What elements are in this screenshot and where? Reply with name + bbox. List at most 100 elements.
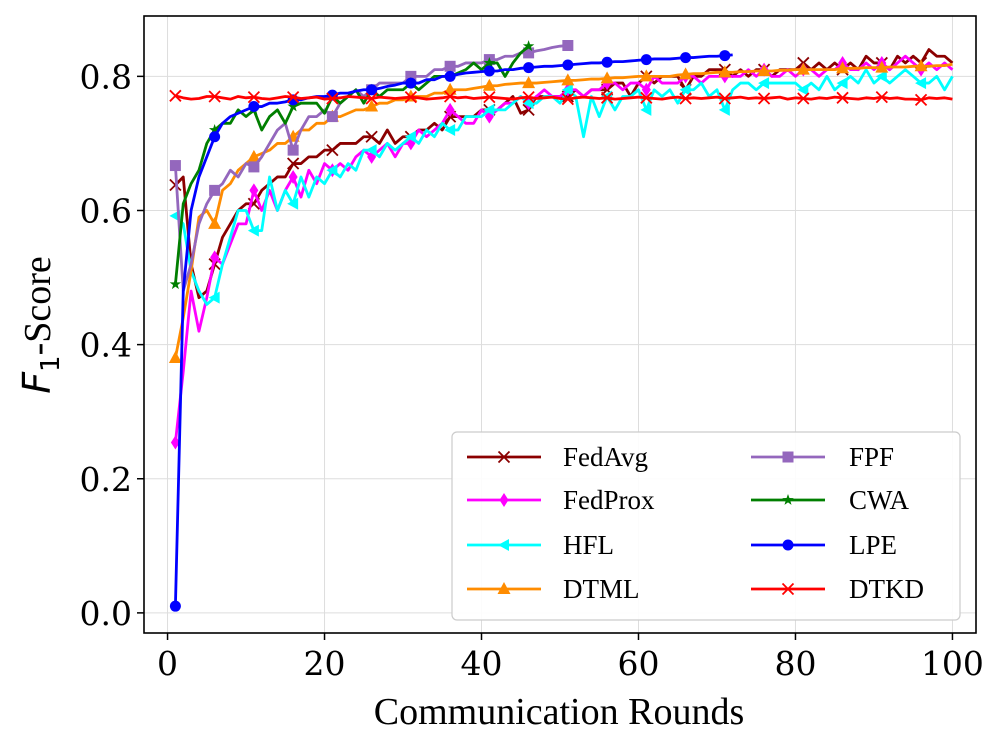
- data-point: [718, 103, 730, 116]
- legend-label: CWA: [849, 485, 910, 515]
- data-point: [365, 99, 379, 112]
- y-tick-label: 0.2: [80, 460, 132, 499]
- legend-label: HFL: [563, 530, 614, 560]
- data-point: [208, 124, 221, 135]
- data-point: [366, 84, 378, 96]
- data-point: [914, 93, 928, 106]
- y-axis-title: F1-Score: [15, 256, 66, 394]
- data-point: [757, 63, 771, 76]
- data-point: [796, 62, 810, 75]
- data-point: [522, 76, 536, 89]
- x-tick-label: 20: [304, 644, 346, 683]
- data-point: [169, 600, 181, 612]
- legend-swatch-marker: [498, 539, 509, 551]
- data-point: [326, 143, 339, 157]
- data-point: [405, 70, 417, 82]
- data-point: [365, 92, 378, 105]
- legend-swatch-marker: [781, 582, 795, 596]
- legend-label: DTKD: [849, 574, 924, 604]
- data-point: [287, 144, 299, 156]
- data-point: [444, 60, 456, 72]
- data-point: [639, 69, 653, 82]
- x-axis-title: Communication Rounds: [374, 691, 745, 733]
- legend-box: [451, 431, 961, 621]
- series-line: [174, 54, 954, 443]
- data-point: [169, 160, 181, 172]
- x-tick-label: 0: [157, 644, 178, 683]
- data-point: [523, 47, 535, 59]
- y-tick-label: 0.0: [80, 594, 132, 633]
- axis-ticks: 0 20 40 60 80 100 0.0 0.2 0.4 0.6 0.8: [80, 57, 984, 683]
- legend-swatch-marker: [782, 539, 794, 551]
- legend-item-dtml: DTML: [467, 574, 640, 604]
- data-point: [757, 92, 771, 105]
- data-point: [168, 351, 182, 364]
- y-axis-title-sub: 1: [36, 355, 66, 372]
- data-point: [287, 100, 299, 112]
- legend-swatch-marker: [782, 494, 794, 505]
- data-point: [915, 77, 927, 90]
- legend-item-fedprox: FedProx: [467, 485, 655, 515]
- data-point: [679, 83, 691, 96]
- y-axis-title-main: F: [15, 371, 59, 394]
- legend-swatch-marker: [497, 450, 511, 464]
- x-tick-label: 60: [617, 644, 659, 683]
- data-point: [483, 103, 495, 116]
- data-point: [483, 91, 496, 104]
- data-point: [248, 101, 260, 113]
- x-tick-label: 40: [461, 644, 503, 683]
- data-point: [248, 161, 260, 173]
- grid: [144, 16, 976, 633]
- data-point: [365, 130, 378, 143]
- data-point: [797, 92, 810, 105]
- series-dtml: [168, 59, 953, 364]
- legend-item-fedavg: FedAvg: [467, 442, 648, 472]
- data-point: [483, 65, 495, 77]
- legend-swatch-marker: [782, 451, 794, 463]
- data-point: [365, 144, 377, 157]
- legend-label: FPF: [849, 442, 894, 472]
- data-point: [680, 52, 692, 64]
- data-point: [562, 59, 574, 71]
- data-point: [210, 250, 220, 265]
- data-point: [719, 50, 731, 62]
- data-point: [522, 40, 535, 52]
- data-point: [326, 164, 338, 177]
- data-point: [404, 91, 418, 104]
- data-point: [797, 83, 809, 96]
- data-point: [483, 56, 496, 68]
- data-point: [288, 169, 298, 184]
- data-point: [718, 65, 732, 78]
- plot-frame: [143, 15, 977, 634]
- legend-item-lpe: LPE: [751, 530, 897, 560]
- data-point: [875, 91, 888, 104]
- data-point: [286, 157, 300, 170]
- series-fpf: [169, 40, 574, 293]
- y-tick-label: 0.8: [80, 57, 132, 96]
- legend-swatch-marker: [497, 582, 511, 594]
- data-point: [209, 131, 221, 143]
- series-fedavg: [169, 48, 954, 300]
- data-point: [247, 91, 261, 104]
- data-point: [640, 54, 652, 66]
- series-line: [175, 94, 953, 102]
- data-point: [561, 83, 573, 96]
- legend-label: DTML: [563, 574, 640, 604]
- y-tick-label: 0.4: [80, 326, 132, 365]
- data-point: [444, 124, 456, 137]
- data-point: [523, 62, 535, 74]
- data-point: [561, 73, 575, 86]
- data-point: [640, 103, 652, 116]
- data-point: [405, 77, 417, 89]
- series-dtkd: [169, 89, 953, 106]
- data-point: [249, 183, 259, 198]
- data-point: [482, 78, 496, 91]
- legend: FedAvg FedProx HFL DTML FPF CWA LPE DTKD: [451, 431, 961, 621]
- data-point: [836, 61, 850, 74]
- data-point: [209, 184, 221, 196]
- data-point: [600, 91, 614, 104]
- legend-item-cwa: CWA: [751, 485, 910, 515]
- data-point: [445, 102, 455, 117]
